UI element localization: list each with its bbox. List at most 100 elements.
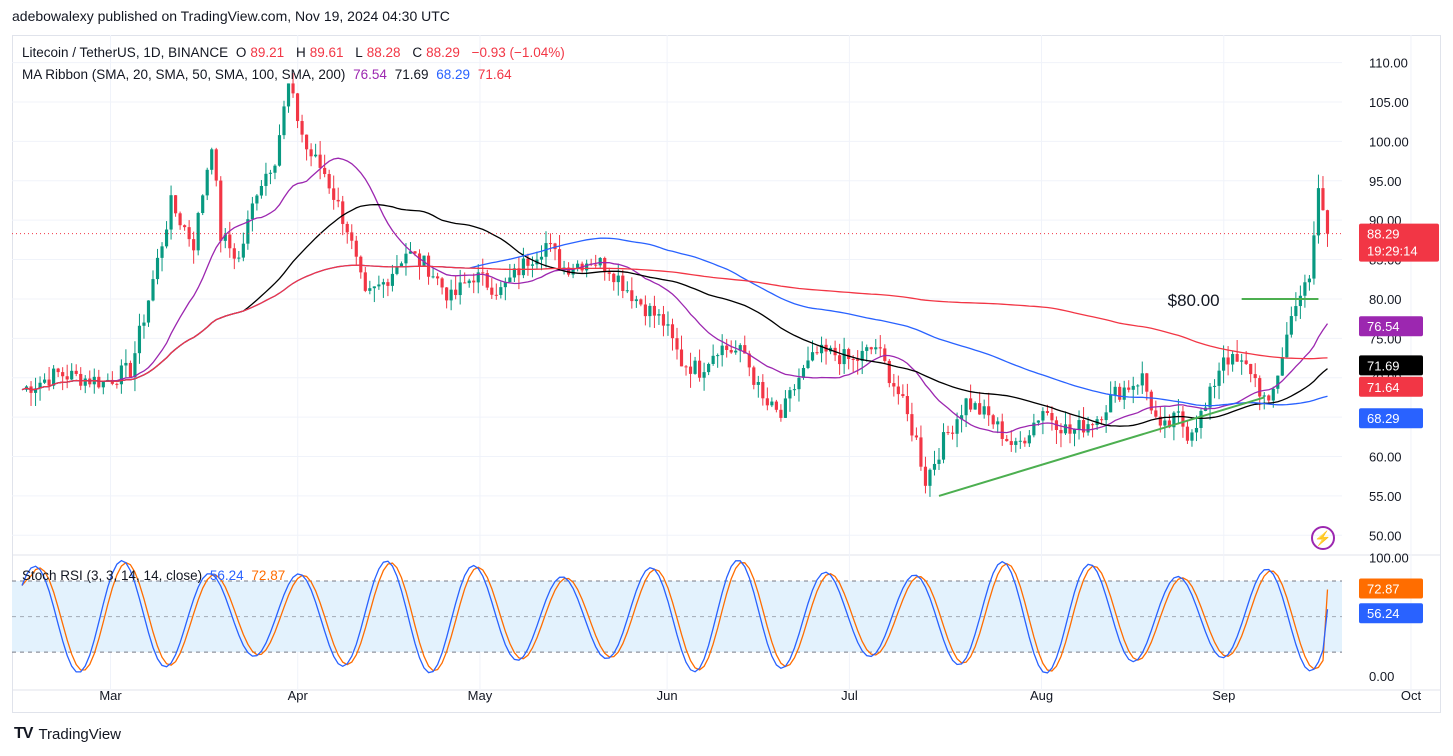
candle-body	[336, 199, 340, 202]
candle-body	[643, 304, 647, 317]
candle	[996, 417, 1000, 434]
candle-body	[878, 347, 882, 349]
candle-body	[960, 415, 964, 420]
price-annotation: $80.00	[1168, 291, 1220, 310]
candle	[1303, 274, 1307, 308]
ma50-value: 71.69	[394, 67, 429, 82]
candle	[1316, 174, 1321, 244]
candle	[277, 124, 282, 167]
candle-body	[612, 273, 616, 283]
candle-body	[52, 368, 56, 386]
candle-body	[932, 463, 937, 470]
candle-body	[1316, 188, 1321, 236]
candle	[43, 373, 47, 384]
candle	[675, 327, 679, 360]
candle-body	[969, 398, 973, 410]
candle-body	[250, 203, 254, 220]
last-price-badge-bg	[1359, 223, 1439, 262]
price-tick-label: 80.00	[1369, 292, 1402, 307]
candle-body	[698, 360, 702, 378]
stoch-rsi-label: Stoch RSI (3, 3, 14, 14, close)	[22, 568, 203, 583]
candle	[1240, 353, 1244, 375]
candle	[255, 194, 259, 211]
candle	[607, 267, 611, 282]
candle-body	[1276, 375, 1280, 389]
candle-body	[1312, 235, 1316, 279]
candle-body	[277, 135, 282, 166]
candle-body	[1041, 411, 1045, 421]
candle	[978, 391, 982, 415]
candle-body	[499, 287, 503, 295]
candle	[752, 365, 756, 390]
candle-body	[65, 376, 69, 380]
candle	[652, 295, 656, 328]
candle-body	[634, 299, 638, 302]
candle-body	[770, 401, 774, 406]
candle-body	[1321, 188, 1325, 211]
candle	[743, 335, 747, 354]
candle-body	[196, 213, 200, 251]
candle	[264, 162, 268, 196]
time-tick-label: Oct	[1401, 688, 1422, 703]
candle	[436, 272, 440, 286]
candle	[146, 300, 151, 327]
candle	[1063, 411, 1068, 435]
candle	[1104, 405, 1108, 433]
candle	[133, 341, 137, 392]
candle	[643, 295, 647, 326]
ma100-badge-bg	[1359, 408, 1423, 429]
candle-body	[110, 379, 114, 384]
brand-name: TradingView	[38, 725, 121, 743]
candle-body	[1118, 386, 1122, 400]
candle	[770, 397, 774, 408]
candle	[707, 362, 711, 376]
candle-body	[585, 263, 589, 271]
candle	[941, 423, 946, 464]
candle-body	[1289, 316, 1293, 335]
candle-body	[259, 185, 263, 196]
lightning-icon[interactable]: ⚡	[1311, 526, 1335, 550]
candle-body	[268, 172, 273, 174]
candle-body	[847, 349, 851, 359]
candle	[1041, 407, 1045, 435]
candle	[634, 295, 638, 308]
candle-body	[1127, 387, 1131, 390]
candle	[1050, 406, 1054, 431]
candle	[70, 363, 74, 381]
candle	[1145, 372, 1149, 401]
candle	[336, 187, 340, 208]
candle-body	[1298, 295, 1302, 307]
candle-body	[1307, 278, 1311, 283]
candle	[228, 221, 232, 258]
candle	[381, 278, 385, 298]
candle-body	[946, 432, 950, 434]
candle-body	[1163, 420, 1167, 426]
candle-body	[856, 359, 860, 361]
candle-body	[1244, 360, 1248, 364]
ma20-badge: 76.54	[1359, 316, 1423, 337]
candle	[350, 224, 354, 250]
ohlc-close: C 88.29	[412, 45, 460, 60]
candle-body	[869, 347, 873, 350]
candle	[332, 175, 336, 210]
ohlc-high: H 89.61	[295, 45, 344, 60]
candle	[1136, 384, 1140, 395]
candle	[639, 298, 643, 307]
candle-body	[1285, 334, 1289, 358]
candle-body	[164, 229, 169, 247]
candle-body	[1113, 386, 1117, 396]
candle-body	[1072, 429, 1077, 434]
candle-body	[1122, 387, 1126, 400]
candle	[1027, 430, 1031, 447]
candle-body	[377, 284, 381, 287]
candle	[987, 392, 991, 426]
candle-body	[119, 365, 123, 385]
chart-canvas[interactable]: 110.00105.00100.0095.0090.0085.0080.0075…	[12, 35, 1441, 713]
candle	[716, 353, 720, 368]
candle-body	[819, 344, 824, 354]
candle	[318, 140, 322, 180]
candle	[1059, 423, 1063, 448]
candle-body	[1253, 374, 1257, 379]
candle-body	[621, 275, 625, 292]
candle-body	[133, 353, 137, 378]
